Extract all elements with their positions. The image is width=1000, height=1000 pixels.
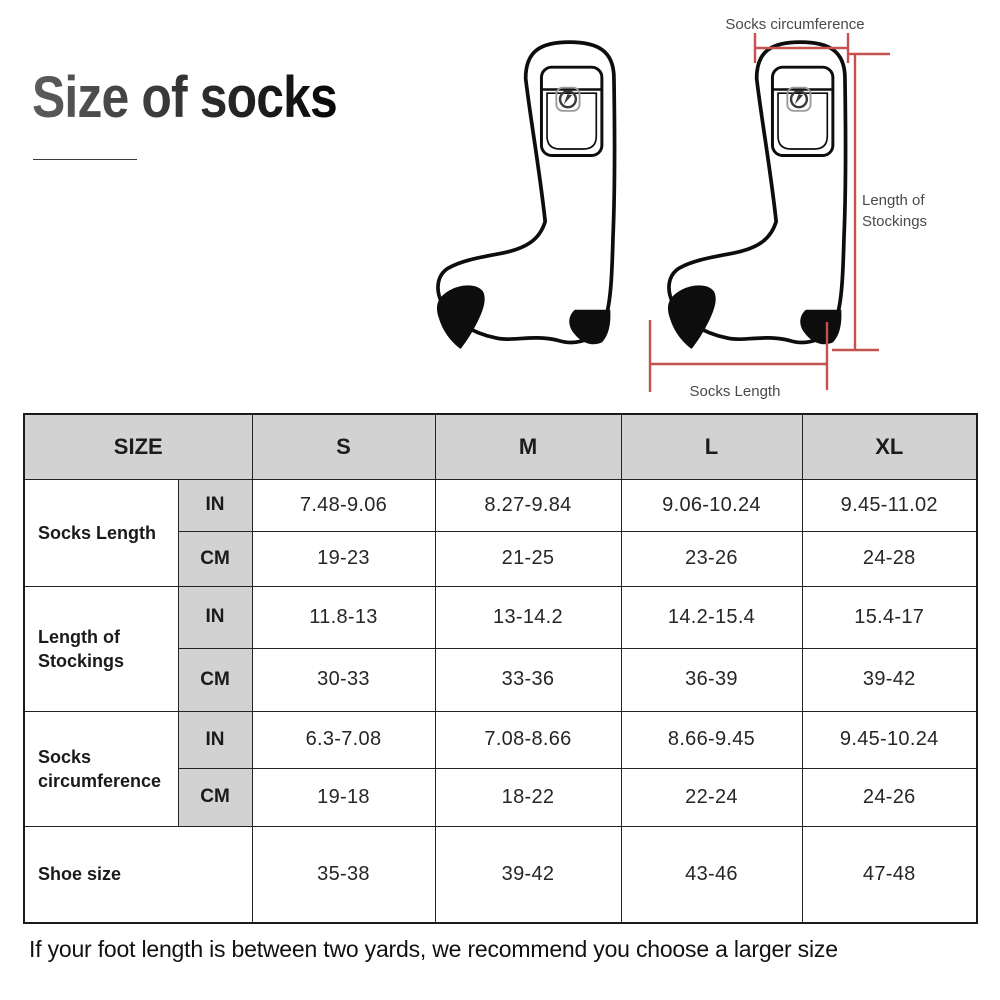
- value-cell: 35-38: [251, 825, 436, 924]
- table-row: CM 19-23 21-25 23-26 24-28: [24, 530, 978, 587]
- table-header-row: SIZE S M L XL: [23, 413, 978, 480]
- row-label-socks-length: Socks Length: [23, 478, 179, 587]
- value-cell: 19-18: [251, 767, 436, 827]
- value-cell: 22-24: [620, 767, 803, 827]
- header-col-m: M: [434, 413, 622, 480]
- value-cell: 8.66-9.45: [620, 710, 803, 769]
- row-label-length-of-stockings: Length of Stockings: [23, 585, 179, 712]
- table-row: Shoe size 35-38 39-42 43-46 47-48: [23, 825, 978, 924]
- value-cell: 9.45-10.24: [801, 710, 978, 769]
- table-row: Length of Stockings IN 11.8-13 13-14.2 1…: [23, 585, 978, 712]
- unit-cell: CM: [177, 767, 253, 827]
- sock-illustration-left: [415, 30, 627, 360]
- row-label-socks-circumference: Socks circumference: [23, 710, 179, 827]
- value-cell: 15.4-17: [801, 585, 978, 649]
- sock-illustration-right: [646, 30, 858, 360]
- value-cell: 39-42: [434, 825, 622, 924]
- value-cell: 30-33: [251, 647, 436, 712]
- sock-size-diagram: Socks circumference Length of Stockings …: [0, 0, 1000, 412]
- value-cell: 6.3-7.08: [251, 710, 436, 769]
- value-cell: 21-25: [434, 530, 622, 587]
- unit-cell: IN: [177, 478, 253, 532]
- value-cell: 11.8-13: [251, 585, 436, 649]
- value-cell: 19-23: [251, 530, 436, 587]
- row-label-shoe-size: Shoe size: [23, 825, 253, 924]
- circumference-label: Socks circumference: [725, 16, 865, 33]
- header-size: SIZE: [23, 413, 253, 480]
- unit-cell: CM: [177, 647, 253, 712]
- stockings-length-label: Length of Stockings: [862, 190, 927, 232]
- value-cell: 8.27-9.84: [434, 478, 622, 532]
- value-cell: 43-46: [620, 825, 803, 924]
- unit-cell: IN: [177, 585, 253, 649]
- value-cell: 9.06-10.24: [620, 478, 803, 532]
- table-row: CM 30-33 33-36 36-39 39-42: [24, 647, 978, 712]
- value-cell: 9.45-11.02: [801, 478, 978, 532]
- footnote: If your foot length is between two yards…: [29, 936, 838, 962]
- value-cell: 24-28: [801, 530, 978, 587]
- size-table: SIZE S M L XL Socks Length IN 7.48-9.06 …: [23, 413, 978, 924]
- table-row: CM 19-18 18-22 22-24 24-26: [24, 767, 978, 827]
- header-col-s: S: [251, 413, 436, 480]
- stockings-length-label-line1: Length of: [862, 192, 925, 209]
- table-row: Socks circumference IN 6.3-7.08 7.08-8.6…: [23, 710, 978, 827]
- value-cell: 14.2-15.4: [620, 585, 803, 649]
- unit-cell: IN: [177, 710, 253, 769]
- page-title: Size of socks: [32, 65, 338, 130]
- title-underline: [33, 159, 137, 160]
- table-row: Socks Length IN 7.48-9.06 8.27-9.84 9.06…: [23, 478, 978, 587]
- socks-length-label: Socks Length: [689, 383, 781, 400]
- value-cell: 36-39: [620, 647, 803, 712]
- value-cell: 47-48: [801, 825, 978, 924]
- header-col-xl: XL: [801, 413, 978, 480]
- header-col-l: L: [620, 413, 803, 480]
- unit-cell: CM: [177, 530, 253, 587]
- value-cell: 24-26: [801, 767, 978, 827]
- stockings-length-label-line2: Stockings: [862, 213, 928, 230]
- value-cell: 7.08-8.66: [434, 710, 622, 769]
- value-cell: 33-36: [434, 647, 622, 712]
- value-cell: 18-22: [434, 767, 622, 827]
- value-cell: 23-26: [620, 530, 803, 587]
- value-cell: 39-42: [801, 647, 978, 712]
- value-cell: 7.48-9.06: [251, 478, 436, 532]
- value-cell: 13-14.2: [434, 585, 622, 649]
